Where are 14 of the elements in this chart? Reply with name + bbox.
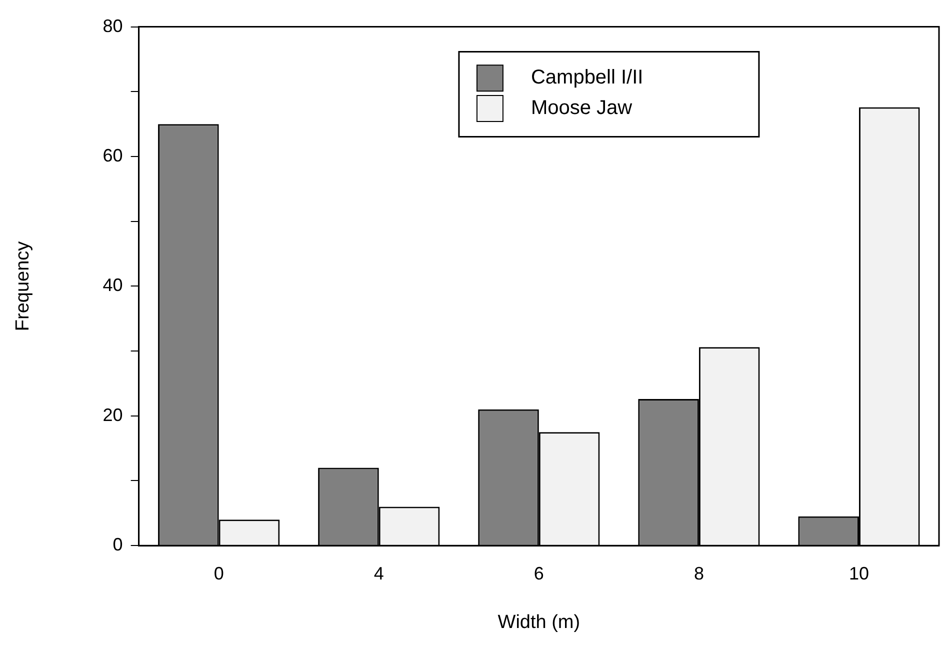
- x-tick-label: 4: [374, 563, 384, 584]
- x-axis-title: Width (m): [498, 612, 580, 633]
- y-tick-label: 40: [102, 275, 123, 296]
- y-axis-title: Frequency: [12, 240, 34, 332]
- y-tick-label: 80: [102, 16, 123, 36]
- legend-label: Campbell I/II: [530, 66, 644, 89]
- x-tick-label: 6: [534, 563, 544, 584]
- y-tick-label: 20: [102, 404, 123, 425]
- legend-label: Moose Jaw: [530, 96, 633, 119]
- y-tick-label: 0: [112, 534, 123, 555]
- x-tick-label: 10: [848, 563, 869, 584]
- y-tick-label: 60: [102, 145, 123, 166]
- x-tick-label: 8: [694, 563, 704, 584]
- x-tick-label: 0: [214, 563, 224, 584]
